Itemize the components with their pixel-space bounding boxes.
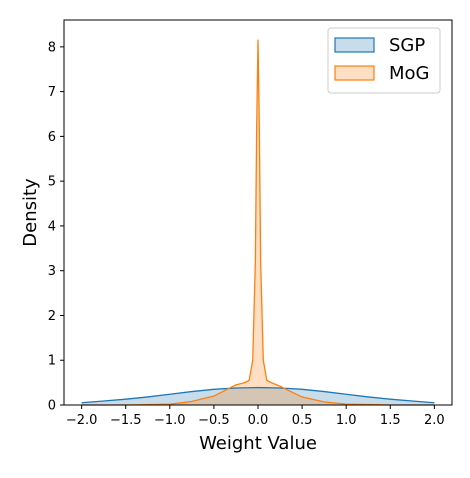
x-axis-ticks: −2.0 −1.5 −1.0 −0.5 0.0 0.5 1.0 1.5 2.0 (66, 405, 445, 428)
y-tick-label: 1 (48, 354, 56, 369)
x-axis-title: Weight Value (199, 433, 317, 454)
legend-swatch-mog (334, 65, 375, 81)
series-lines (81, 39, 435, 406)
x-tick-label: −0.5 (198, 413, 230, 428)
legend-swatch-sgp (334, 37, 375, 53)
series-line-sgp (81, 386, 435, 404)
y-tick-label: 3 (48, 264, 56, 279)
y-tick-label: 0 (48, 399, 56, 414)
y-axis-ticks: 0 1 2 3 4 5 6 7 8 (48, 40, 64, 414)
x-tick-label: −2.0 (66, 413, 98, 428)
series-fills (81, 40, 435, 406)
x-tick-label: 0.0 (248, 413, 269, 428)
y-tick-label: 8 (48, 40, 56, 55)
y-tick-label: 5 (48, 175, 56, 190)
legend-box (327, 27, 441, 94)
y-tick-label: 6 (48, 130, 56, 145)
legend-label-mog: MoG (389, 63, 430, 84)
x-tick-label: 2.0 (424, 413, 445, 428)
legend-label-sgp: SGP (389, 35, 425, 56)
x-tick-label: 1.0 (336, 413, 357, 428)
series-fill-sgp (81, 387, 435, 405)
x-tick-label: −1.5 (110, 413, 142, 428)
y-tick-label: 4 (48, 219, 56, 234)
x-tick-label: −1.0 (154, 413, 186, 428)
y-tick-label: 7 (48, 85, 56, 100)
y-axis-title: Density (20, 178, 41, 247)
x-tick-label: 1.5 (380, 413, 401, 428)
legend: SGP MoG (327, 27, 441, 94)
series-fill-mog (81, 40, 435, 406)
x-tick-label: 0.5 (292, 413, 313, 428)
series-line-mog (81, 39, 435, 406)
y-tick-label: 2 (48, 309, 56, 324)
